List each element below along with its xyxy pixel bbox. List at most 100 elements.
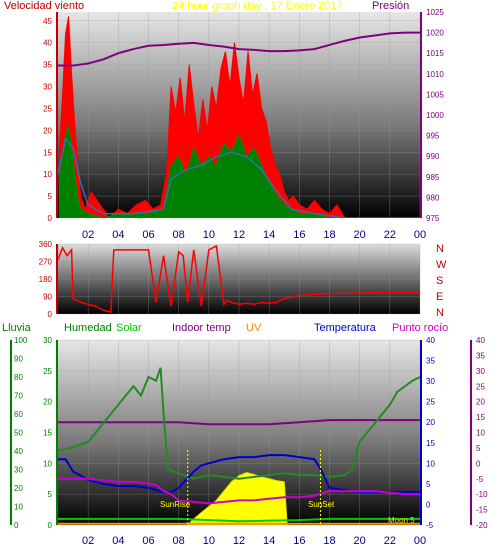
rain-tick-label: 100 <box>14 336 28 345</box>
temperature-tick-label: 15 <box>426 439 435 448</box>
hour-tick-label: 06 <box>142 229 154 241</box>
hour-tick-label: 00 <box>414 535 426 547</box>
rain-tick-label: 90 <box>14 355 23 364</box>
wind-tick-label: 5 <box>48 192 53 201</box>
legend-uv: UV <box>246 322 262 334</box>
compass-label: S <box>436 275 443 287</box>
rain-tick-label: 40 <box>14 447 23 456</box>
wind-tick-label: 30 <box>43 83 52 92</box>
pressure-tick-label: 985 <box>426 173 440 182</box>
pressure-label: Presión <box>372 0 409 12</box>
solar-tick-label: 25 <box>43 367 52 376</box>
temperature-tick-label: 40 <box>426 336 435 345</box>
rain-axis-bar <box>10 340 12 525</box>
wind-axis-bar <box>56 12 58 218</box>
wind-tick-label: 25 <box>43 104 52 113</box>
direction-axis-bar <box>56 244 58 314</box>
rain-tick-label: 10 <box>14 503 23 512</box>
compass-label: N <box>436 307 444 319</box>
dewpoint-tick-label: 25 <box>476 382 485 391</box>
pressure-series <box>58 31 420 67</box>
hour-tick-label: 20 <box>354 535 366 547</box>
rain-tick-label: 0 <box>14 521 19 530</box>
dewpoint-tick-label: 40 <box>476 336 485 345</box>
solar-tick-label: 30 <box>43 336 52 345</box>
legend-dewpoint: Punto rocío <box>392 322 448 334</box>
legend-temperature: Temperatura <box>314 322 377 334</box>
hour-tick-label: 04 <box>112 229 124 241</box>
rain-tick-label: 70 <box>14 392 23 401</box>
hour-tick-label: 10 <box>203 229 215 241</box>
legend-humidity: Humedad <box>64 322 112 334</box>
solar-tick-label: 10 <box>43 459 52 468</box>
sunset-label: SunSet <box>308 500 335 509</box>
wind-speed-label: Velocidad viento <box>4 0 84 12</box>
hour-tick-label: 08 <box>173 535 185 547</box>
pressure-tick-label: 1025 <box>426 8 444 17</box>
temperature-tick-label: 20 <box>426 418 435 427</box>
dewpoint-tick-label: -15 <box>476 506 488 515</box>
pressure-tick-label: 1015 <box>426 49 444 58</box>
temperature-tick-label: 30 <box>426 377 435 386</box>
temperature-tick-label: -5 <box>426 521 434 530</box>
temperature-series <box>58 454 420 494</box>
pressure-tick-label: 995 <box>426 132 440 141</box>
hour-tick-label: 06 <box>142 535 154 547</box>
hour-tick-label: 16 <box>293 535 305 547</box>
wind-tick-label: 35 <box>43 61 52 70</box>
wind-gust-series <box>59 16 420 218</box>
hour-tick-label: 14 <box>263 229 275 241</box>
hour-tick-label: 18 <box>323 535 335 547</box>
wind-tick-label: 10 <box>43 170 52 179</box>
temperature-axis-bar <box>420 340 422 525</box>
moon-label: Moon 5 <box>388 516 415 525</box>
sunrise-label: SunRise <box>160 500 191 509</box>
wind-tick-label: 40 <box>43 39 52 48</box>
hour-tick-label: 10 <box>203 535 215 547</box>
pressure-tick-label: 990 <box>426 152 440 161</box>
rain-tick-label: 30 <box>14 466 23 475</box>
dewpoint-tick-label: 0 <box>476 459 481 468</box>
pressure-axis-bar <box>420 12 422 218</box>
dewpoint-tick-label: 20 <box>476 398 485 407</box>
dewpoint-tick-label: -5 <box>476 475 484 484</box>
direction-tick-label: 90 <box>43 293 52 302</box>
dewpoint-tick-label: 30 <box>476 367 485 376</box>
dewpoint-tick-label: 5 <box>476 444 481 453</box>
solar-tick-label: 20 <box>43 398 52 407</box>
dewpoint-series <box>58 477 420 505</box>
temperature-tick-label: 10 <box>426 459 435 468</box>
hour-tick-label: 00 <box>414 229 426 241</box>
rain-tick-label: 60 <box>14 410 23 419</box>
wind-tick-label: 15 <box>43 148 52 157</box>
wind-trend-series <box>58 137 420 218</box>
compass-label: N <box>436 243 444 255</box>
temperature-tick-label: 35 <box>426 357 435 366</box>
humidity-series <box>58 367 420 480</box>
solar-tick-label: 0 <box>48 521 53 530</box>
dewpoint-tick-label: -10 <box>476 490 488 499</box>
hour-tick-label: 02 <box>82 535 94 547</box>
dewpoint-tick-label: -20 <box>476 521 488 530</box>
rain-tick-label: 20 <box>14 484 23 493</box>
direction-tick-label: 270 <box>39 258 53 267</box>
wind-tick-label: 20 <box>43 126 52 135</box>
solar-series <box>187 472 288 525</box>
rain-tick-label: 50 <box>14 429 23 438</box>
solar-max-series <box>58 517 420 523</box>
hour-tick-label: 16 <box>293 229 305 241</box>
temperature-tick-label: 5 <box>426 480 431 489</box>
pressure-tick-label: 1010 <box>426 70 444 79</box>
wind-tick-label: 45 <box>43 17 52 26</box>
compass-label: W <box>436 259 447 271</box>
indoor-temp-series <box>58 419 420 426</box>
hour-tick-label: 12 <box>233 229 245 241</box>
dewpoint-tick-label: 15 <box>476 413 485 422</box>
dewpoint-tick-label: 35 <box>476 351 485 360</box>
hour-tick-label: 08 <box>173 229 185 241</box>
direction-tick-label: 0 <box>48 310 53 319</box>
wind-average-series <box>59 125 420 218</box>
hour-tick-label: 20 <box>354 229 366 241</box>
legend-solar: Solar <box>116 322 142 334</box>
legend-indoor-temp: Indoor temp <box>172 322 231 334</box>
